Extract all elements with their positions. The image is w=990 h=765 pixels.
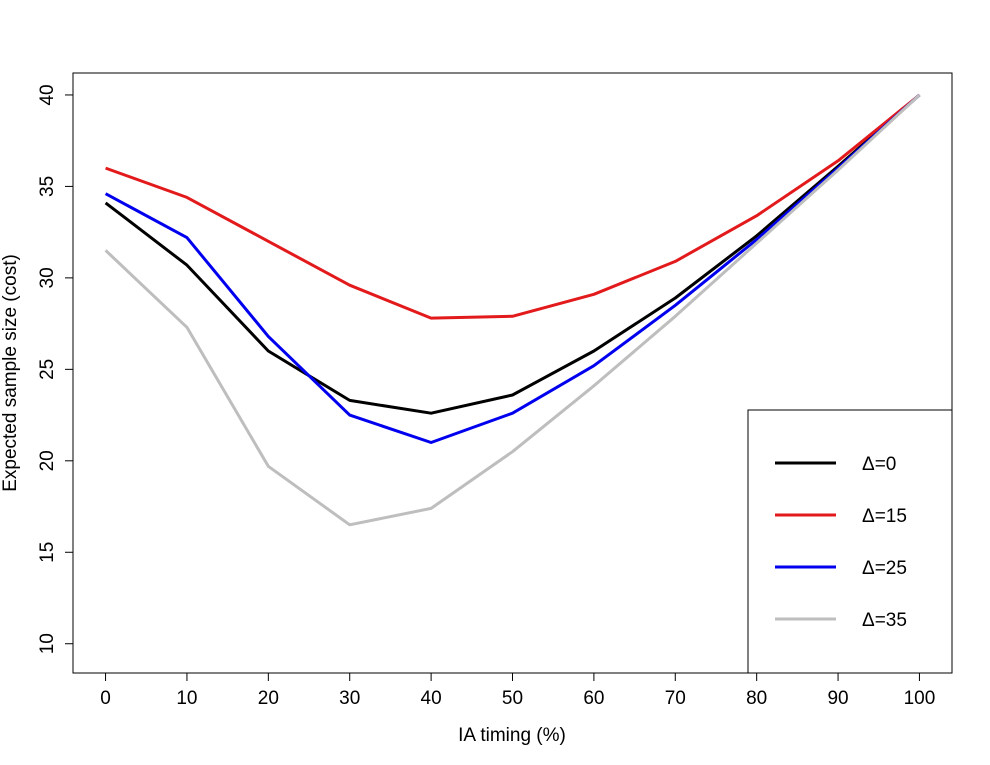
x-tick-label: 20 [258, 688, 279, 709]
y-tick-label: 35 [37, 176, 58, 197]
x-tick-label: 10 [176, 688, 197, 709]
series-line-3 [104, 93, 921, 527]
x-tick-label: 0 [100, 688, 111, 709]
x-tick-label: 50 [502, 688, 523, 709]
x-axis-title: IA timing (%) [458, 725, 566, 746]
x-tick-label: 90 [827, 688, 848, 709]
x-tick-label: 60 [583, 688, 604, 709]
x-tick-label: 80 [746, 688, 767, 709]
series-layer [104, 93, 921, 527]
y-tick-label: 25 [37, 359, 58, 380]
y-tick-label: 15 [37, 542, 58, 563]
x-tick-label: 30 [339, 688, 360, 709]
legend-label-3: Δ=35 [862, 610, 907, 631]
y-tick-label: 30 [37, 267, 58, 288]
series-line-0 [104, 93, 921, 415]
legend: Δ=0 Δ=15 Δ=25 Δ=35 [747, 409, 953, 674]
series-line-1 [105, 93, 921, 320]
y-tick-label: 20 [37, 450, 58, 471]
series-line-2 [104, 93, 921, 444]
y-axis: 10 15 20 25 30 35 40 [37, 84, 74, 654]
legend-label-1: Δ=15 [862, 506, 907, 527]
x-tick-label: 40 [421, 688, 442, 709]
x-tick-label: 100 [904, 688, 936, 709]
legend-items: Δ=0 Δ=15 Δ=25 Δ=35 [775, 454, 907, 631]
x-tick-label: 70 [665, 688, 686, 709]
y-tick-label: 10 [37, 633, 58, 654]
y-axis-title: Expected sample size (cost) [0, 254, 21, 492]
y-tick-label: 40 [37, 84, 58, 105]
legend-box [747, 409, 953, 674]
legend-label-0: Δ=0 [862, 454, 896, 475]
legend-label-2: Δ=25 [862, 558, 907, 579]
